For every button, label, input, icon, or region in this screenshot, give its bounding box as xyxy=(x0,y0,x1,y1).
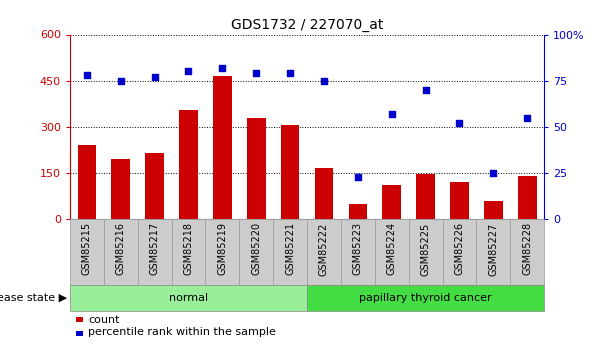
Bar xyxy=(348,204,367,219)
Bar xyxy=(78,145,96,219)
Text: GSM85222: GSM85222 xyxy=(319,222,329,276)
Bar xyxy=(179,110,198,219)
Bar xyxy=(341,219,375,285)
Text: GSM85219: GSM85219 xyxy=(217,222,227,275)
Bar xyxy=(307,219,341,285)
Bar xyxy=(307,285,544,310)
Text: GSM85216: GSM85216 xyxy=(116,222,126,275)
Text: GSM85227: GSM85227 xyxy=(488,222,499,276)
Bar xyxy=(206,219,240,285)
Text: normal: normal xyxy=(169,293,208,303)
Bar xyxy=(416,175,435,219)
Bar xyxy=(171,219,206,285)
Text: count: count xyxy=(88,315,120,325)
Point xyxy=(251,70,261,76)
Text: GSM85223: GSM85223 xyxy=(353,222,363,275)
Text: GSM85220: GSM85220 xyxy=(251,222,261,275)
Point xyxy=(116,78,126,83)
Text: GSM85228: GSM85228 xyxy=(522,222,532,275)
Bar xyxy=(375,219,409,285)
Bar xyxy=(510,219,544,285)
Point xyxy=(421,87,430,93)
Point xyxy=(82,72,92,78)
Bar xyxy=(382,185,401,219)
Point xyxy=(319,78,329,83)
Bar xyxy=(518,176,536,219)
Point xyxy=(522,115,532,120)
Bar xyxy=(477,219,510,285)
Text: GSM85221: GSM85221 xyxy=(285,222,295,275)
Bar xyxy=(111,159,130,219)
Bar xyxy=(247,118,266,219)
Text: GSM85226: GSM85226 xyxy=(454,222,465,275)
Text: GSM85224: GSM85224 xyxy=(387,222,397,275)
Text: GSM85215: GSM85215 xyxy=(82,222,92,275)
Bar xyxy=(315,168,333,219)
Point xyxy=(387,111,396,117)
Text: percentile rank within the sample: percentile rank within the sample xyxy=(88,327,276,337)
Text: GSM85217: GSM85217 xyxy=(150,222,160,275)
Text: papillary thyroid cancer: papillary thyroid cancer xyxy=(359,293,492,303)
Bar xyxy=(137,219,171,285)
Point xyxy=(184,69,193,74)
Text: disease state ▶: disease state ▶ xyxy=(0,293,67,303)
Title: GDS1732 / 227070_at: GDS1732 / 227070_at xyxy=(231,18,383,32)
Bar xyxy=(145,153,164,219)
Bar xyxy=(443,219,477,285)
Point xyxy=(285,70,295,76)
Bar xyxy=(273,219,307,285)
Bar xyxy=(240,219,273,285)
Point xyxy=(455,120,465,126)
Point xyxy=(353,174,363,179)
Bar xyxy=(213,76,232,219)
Bar xyxy=(70,285,307,310)
Bar xyxy=(281,125,299,219)
Point xyxy=(150,74,159,80)
Text: GSM85218: GSM85218 xyxy=(184,222,193,275)
Bar xyxy=(70,219,104,285)
Point xyxy=(488,170,498,176)
Bar xyxy=(450,182,469,219)
Bar xyxy=(409,219,443,285)
Point xyxy=(218,65,227,70)
Bar xyxy=(104,219,137,285)
Text: GSM85225: GSM85225 xyxy=(421,222,430,276)
Bar xyxy=(484,201,503,219)
